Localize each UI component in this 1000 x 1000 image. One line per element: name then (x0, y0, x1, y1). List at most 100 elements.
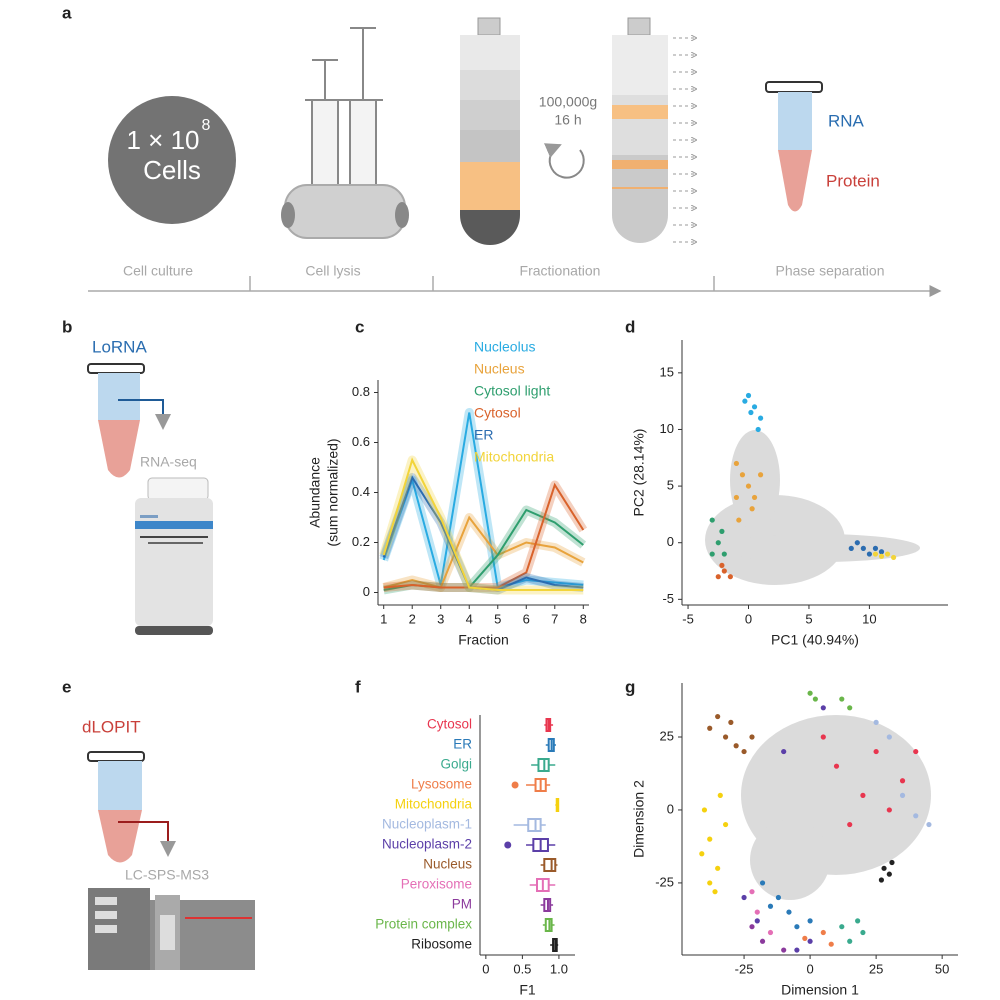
point (709, 551, 715, 557)
series-line (383, 482, 585, 589)
point (848, 545, 854, 551)
point (786, 909, 792, 915)
point (878, 553, 885, 559)
centrifuge-time: 16 h (554, 112, 581, 128)
x-tick-label: 5 (805, 611, 812, 626)
point (820, 705, 826, 711)
point (820, 734, 826, 740)
step-label: Cell culture (123, 263, 193, 279)
series-line (382, 457, 584, 591)
point (794, 924, 800, 930)
point (886, 871, 892, 877)
y-tick-label: 0.2 (352, 534, 370, 549)
x-tick-label: 1 (380, 611, 387, 626)
x-tick-label: -25 (735, 961, 754, 976)
sequencer (135, 477, 213, 635)
point (878, 877, 885, 883)
tube-before (460, 17, 520, 245)
y-axis-label: Abundance (307, 457, 323, 528)
point (759, 880, 766, 886)
category-label: ER (453, 737, 472, 752)
series-line (382, 412, 584, 589)
x-tick-label: 3 (437, 611, 444, 626)
point (828, 941, 834, 947)
outlier (504, 841, 512, 849)
point (881, 865, 887, 871)
point (873, 748, 879, 755)
point (722, 821, 729, 828)
syringes (281, 27, 409, 239)
x-axis-label: Fraction (458, 632, 509, 648)
point (807, 690, 813, 696)
cell-count-exponent: 8 (202, 117, 211, 134)
y-tick-label: 0.6 (352, 434, 370, 449)
y-tick-label: 0 (667, 534, 674, 549)
point (749, 924, 755, 930)
point (926, 821, 932, 828)
point (775, 894, 782, 901)
cells-text: Cells (143, 155, 201, 185)
point (839, 696, 845, 702)
point (754, 909, 760, 915)
category-label: Mitochondria (395, 797, 473, 812)
point (719, 562, 725, 568)
point (748, 409, 754, 416)
point (860, 792, 866, 798)
point (757, 472, 764, 478)
eppendorf-b (87, 363, 171, 478)
point (721, 551, 727, 557)
point (707, 880, 713, 886)
legend-entry: Nucleolus (474, 339, 535, 355)
y-tick-label: 10 (660, 421, 674, 436)
tube-after (612, 17, 696, 255)
category-label: Protein complex (375, 917, 472, 932)
point (728, 719, 734, 725)
x-tick-label: 6 (523, 611, 530, 626)
category-label: Nucleus (423, 857, 472, 872)
point (759, 938, 766, 944)
point (722, 734, 729, 740)
point (709, 517, 715, 523)
point (847, 821, 853, 828)
category-label: PM (452, 897, 472, 912)
legend-entry: Cytosol light (474, 383, 550, 399)
x-tick-label: 1.0 (550, 961, 568, 976)
category-label: Nucleoplasm-1 (382, 817, 472, 832)
point (854, 540, 860, 546)
y-axis-label: Dimension 2 (631, 780, 647, 858)
series-line (383, 515, 584, 589)
centrifuge-speed: 100,000g (539, 94, 597, 110)
point (739, 472, 746, 478)
point (847, 938, 853, 944)
box (543, 858, 557, 872)
point (807, 938, 813, 944)
point (717, 792, 723, 798)
step-label: Fractionation (520, 263, 601, 279)
panel-label: b (62, 317, 72, 336)
point (794, 947, 800, 953)
panel-label: c (355, 317, 364, 336)
point (749, 734, 755, 740)
point (767, 903, 774, 909)
category-label: Ribosome (411, 937, 472, 952)
x-tick-label: 25 (869, 961, 883, 976)
point (745, 483, 752, 489)
point (742, 398, 748, 404)
point (715, 540, 721, 546)
y-tick-label: 0 (667, 801, 674, 816)
point (802, 935, 808, 941)
x-tick-label: 0 (806, 961, 813, 976)
point (749, 889, 755, 895)
point (833, 763, 840, 769)
point (878, 549, 885, 555)
point (751, 404, 758, 410)
x-axis-label: Dimension 1 (781, 982, 859, 998)
x-tick-label: 10 (862, 611, 876, 626)
x-tick-label: 2 (409, 611, 416, 626)
point (767, 929, 774, 936)
legend-entry: Cytosol (474, 405, 521, 421)
outlier (511, 781, 519, 789)
category-label: Peroxisome (401, 877, 472, 892)
point (820, 929, 826, 936)
